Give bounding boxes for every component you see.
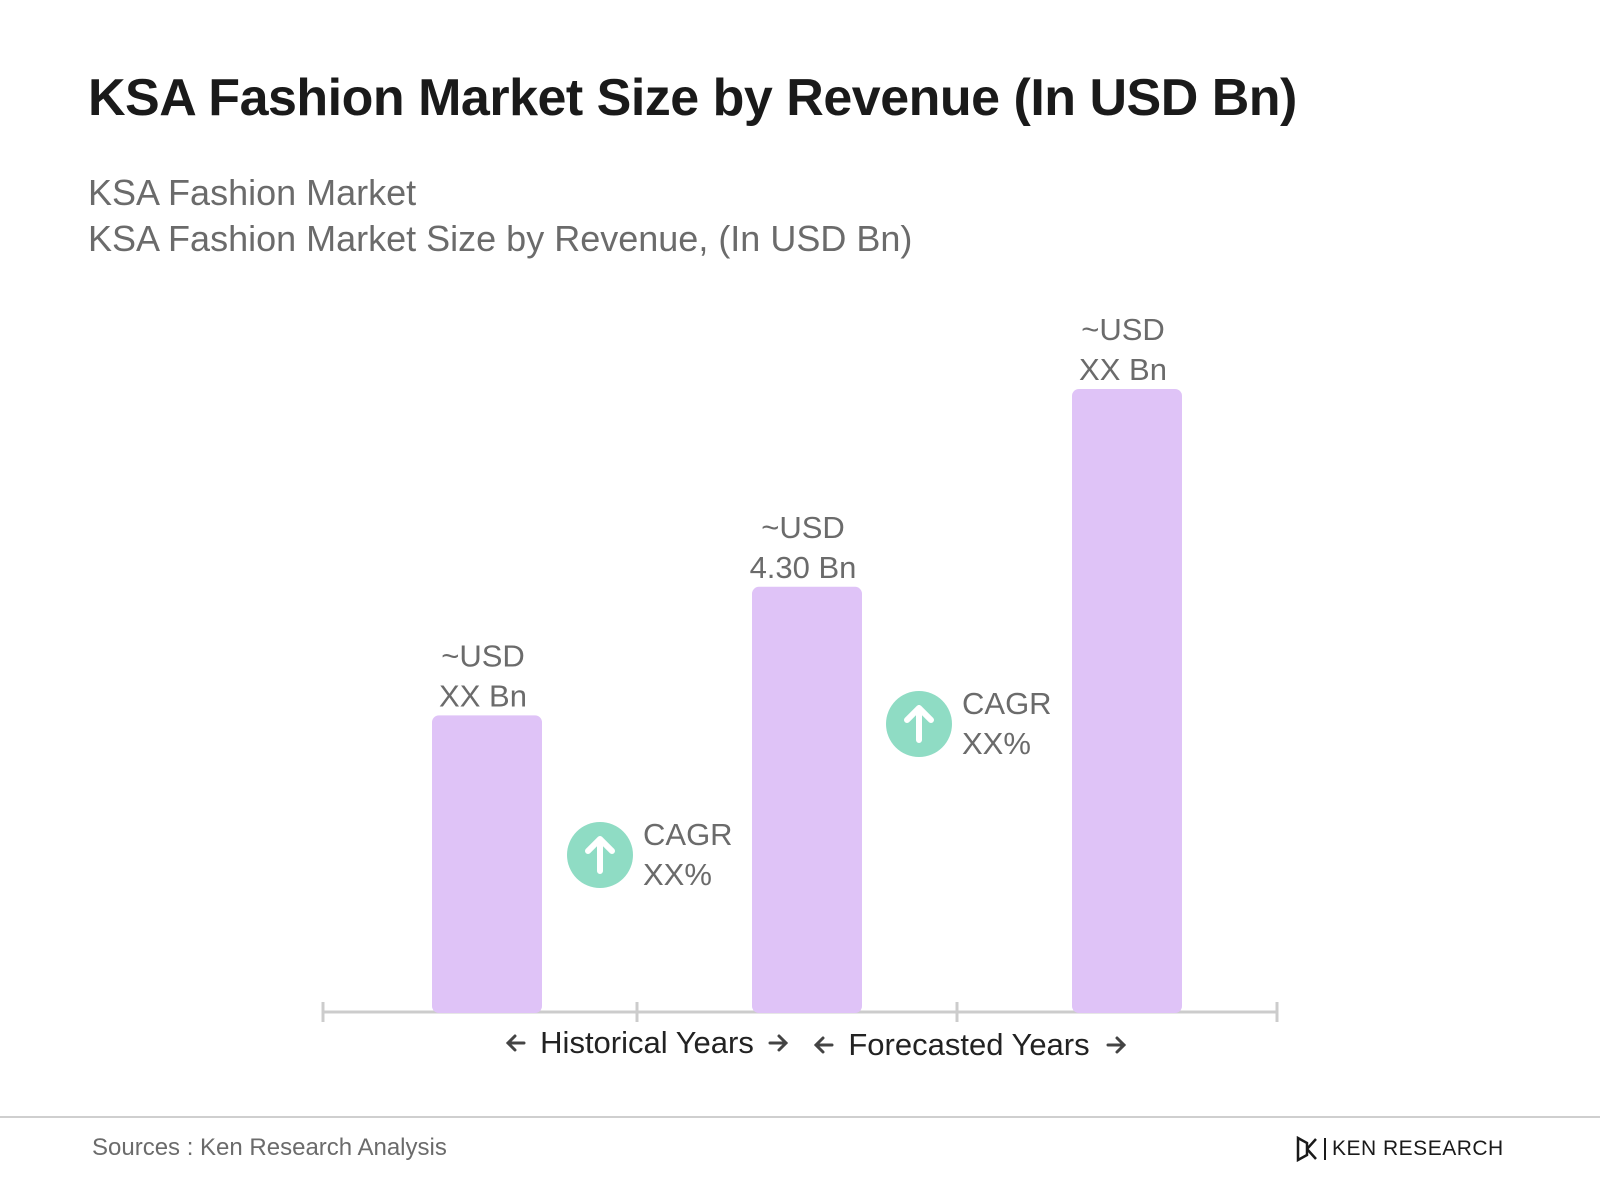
brand-name: KEN RESEARCH <box>1332 1137 1504 1160</box>
period-left-arrow-icon-1 <box>505 1034 526 1052</box>
bar-label-2-line1: ~USD <box>761 510 845 545</box>
brand-separator <box>1324 1138 1326 1160</box>
bar-chart: ~USD XX Bn ~USD 4.30 Bn ~USD XX Bn CAGR XX% CAGR… <box>321 312 1279 1062</box>
cagr-value-2: XX% <box>962 726 1031 761</box>
cagr-label-2: CAGR <box>962 686 1052 721</box>
footer-divider <box>0 1116 1600 1118</box>
bar-label-1-line2: XX Bn <box>439 678 527 713</box>
bar-2 <box>752 586 862 1013</box>
subtitle-line-2: KSA Fashion Market Size by Revenue, (In … <box>88 218 913 259</box>
bar-label-3-line1: ~USD <box>1081 312 1165 347</box>
cagr-label-1: CAGR <box>643 817 733 852</box>
source-note: Sources : Ken Research Analysis <box>92 1134 447 1161</box>
brand-logo: KEN RESEARCH <box>1296 1136 1504 1162</box>
cagr-up-arrow-icon-1 <box>585 836 615 874</box>
bar-label-2-line2: 4.30 Bn <box>750 550 857 585</box>
bar-label-1-line1: ~USD <box>441 638 525 673</box>
period-label-2: Forecasted Years <box>848 1027 1089 1062</box>
cagr-value-1: XX% <box>643 857 712 892</box>
bar-1 <box>432 715 542 1013</box>
period-right-arrow-icon-1 <box>768 1034 789 1052</box>
subtitle-line-1: KSA Fashion Market <box>88 172 417 213</box>
period-left-arrow-icon-2 <box>813 1036 834 1054</box>
bar-label-3-line2: XX Bn <box>1079 352 1167 387</box>
ken-research-logo-icon <box>1296 1136 1317 1162</box>
period-label-1: Historical Years <box>540 1025 754 1060</box>
chart-title: KSA Fashion Market Size by Revenue (In U… <box>88 69 1297 127</box>
cagr-up-arrow-icon-2 <box>904 705 934 743</box>
chart-subtitle: KSA Fashion Market KSA Fashion Market Si… <box>88 170 912 262</box>
period-right-arrow-icon-2 <box>1106 1036 1127 1054</box>
bar-3 <box>1072 389 1182 1013</box>
